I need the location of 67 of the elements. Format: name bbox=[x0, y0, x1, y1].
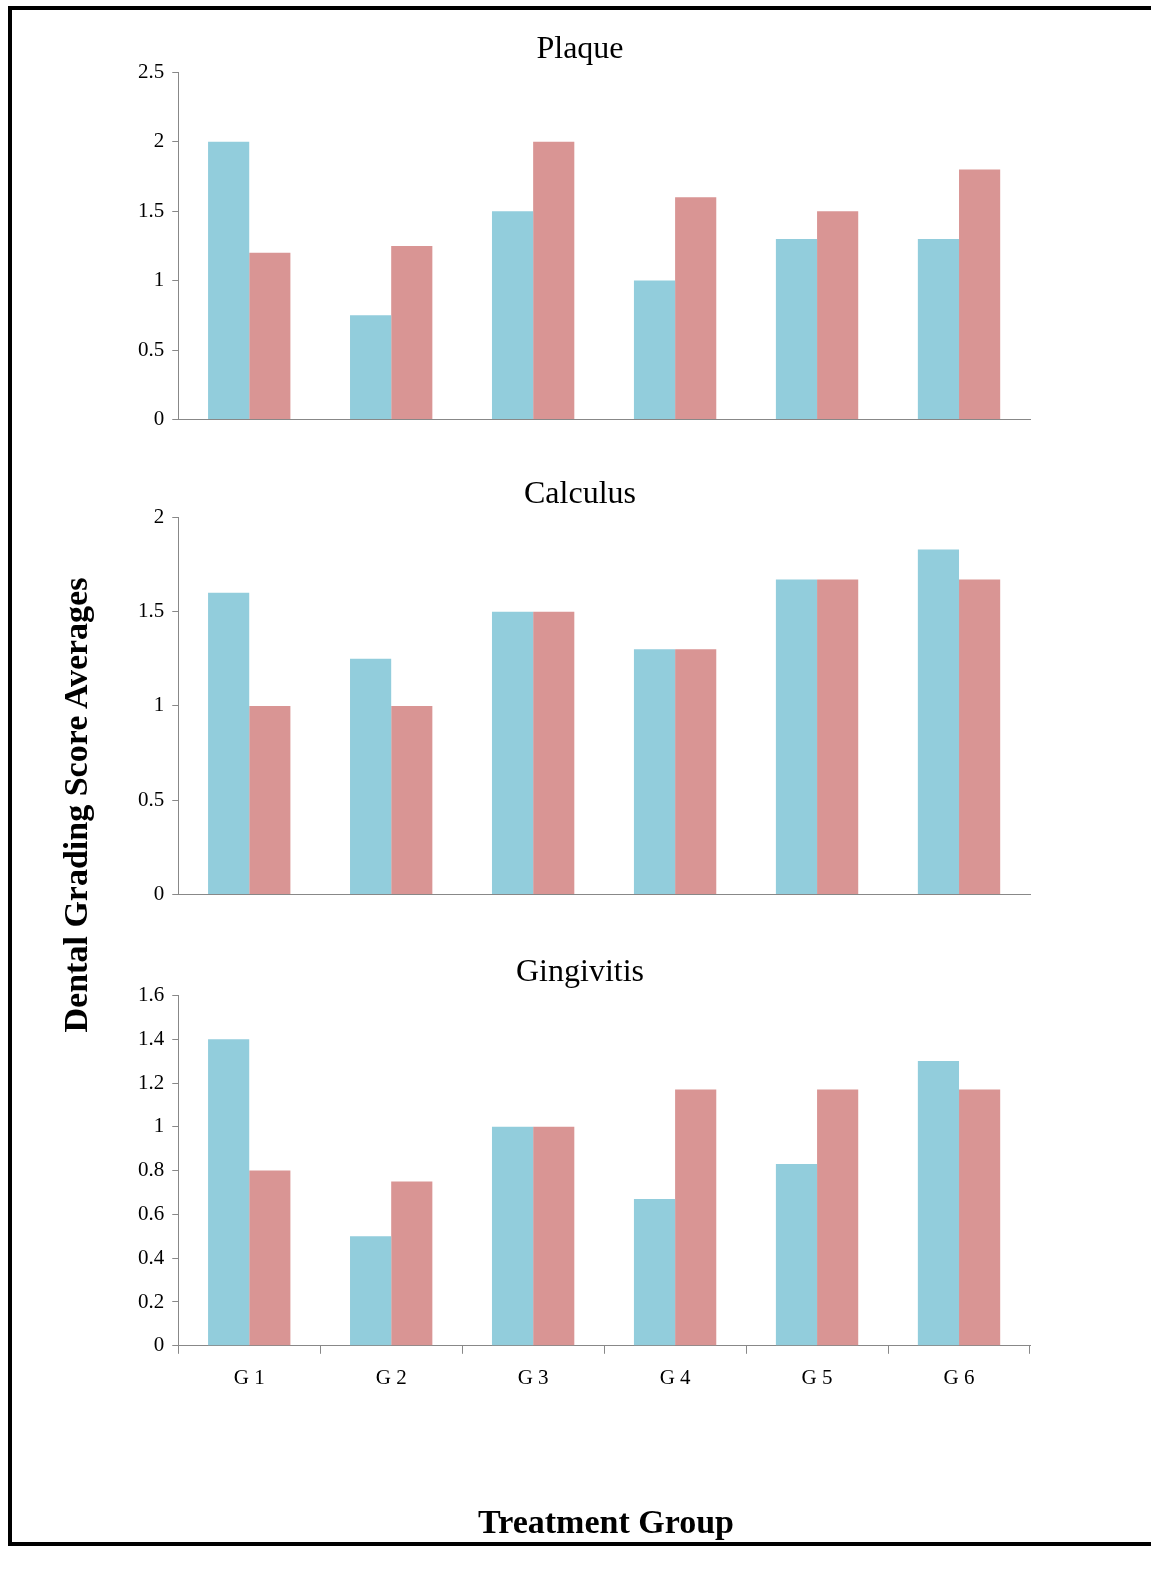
bar bbox=[633, 280, 676, 419]
bar bbox=[959, 169, 1001, 419]
y-tick-label: 0.8 bbox=[138, 1157, 165, 1182]
x-tick-label: G 2 bbox=[375, 1364, 407, 1389]
bar bbox=[491, 611, 534, 894]
bar bbox=[817, 1089, 859, 1346]
bar bbox=[391, 705, 433, 894]
y-tick-label: 0 bbox=[153, 880, 165, 905]
chart-title: Calculus bbox=[524, 473, 636, 510]
bar bbox=[917, 549, 960, 894]
bar bbox=[775, 238, 818, 419]
bar bbox=[391, 1181, 433, 1346]
bar bbox=[350, 658, 392, 894]
bar bbox=[775, 1164, 818, 1346]
bar bbox=[491, 211, 534, 419]
bar bbox=[675, 649, 717, 894]
y-tick-label: 1.5 bbox=[138, 598, 165, 623]
bar bbox=[633, 649, 676, 894]
chart-title: Gingivitis bbox=[515, 951, 645, 988]
y-tick-label: 1 bbox=[153, 692, 165, 717]
bar bbox=[350, 315, 392, 419]
bar bbox=[533, 141, 575, 419]
bar bbox=[491, 1126, 534, 1346]
bar bbox=[775, 579, 818, 894]
bar bbox=[675, 197, 717, 419]
y-tick-label: 0.5 bbox=[138, 336, 165, 361]
bar bbox=[633, 1199, 676, 1346]
bar bbox=[817, 579, 859, 894]
chart-title: Plaque bbox=[536, 28, 624, 65]
bar bbox=[959, 579, 1001, 894]
bar bbox=[959, 1089, 1001, 1346]
bar bbox=[917, 238, 960, 419]
y-tick-label: 0.4 bbox=[138, 1244, 165, 1269]
y-tick-label: 2 bbox=[153, 128, 165, 153]
y-tick-label: 1.6 bbox=[138, 981, 165, 1006]
bar bbox=[533, 611, 575, 894]
y-tick-label: 1 bbox=[153, 1113, 165, 1138]
y-tick-label: 1 bbox=[153, 267, 165, 292]
bar bbox=[208, 1039, 250, 1346]
bar bbox=[391, 245, 433, 419]
y-tick-label: 2.5 bbox=[138, 58, 165, 83]
x-tick-label: G 1 bbox=[233, 1364, 265, 1389]
y-tick-label: 0 bbox=[153, 405, 165, 430]
y-tick-label: 0.5 bbox=[138, 786, 165, 811]
bar bbox=[208, 592, 250, 894]
bar bbox=[249, 1170, 291, 1346]
bar bbox=[817, 211, 859, 419]
bar bbox=[917, 1061, 960, 1346]
y-tick-label: 2 bbox=[153, 503, 165, 528]
x-tick-label: G 6 bbox=[943, 1364, 975, 1389]
bar bbox=[208, 141, 250, 419]
y-tick-label: 0 bbox=[153, 1332, 165, 1357]
y-axis-title: Dental Grading Score Averages bbox=[57, 577, 95, 1033]
bar bbox=[249, 705, 291, 894]
y-tick-label: 1.2 bbox=[138, 1069, 165, 1094]
y-tick-label: 1.5 bbox=[138, 197, 165, 222]
bar bbox=[249, 252, 291, 419]
x-axis-title: Treatment Group bbox=[478, 1503, 734, 1541]
x-tick-label: G 5 bbox=[801, 1364, 833, 1389]
x-tick-label: G 3 bbox=[517, 1364, 549, 1389]
y-tick-label: 0.6 bbox=[138, 1200, 165, 1225]
bar bbox=[350, 1236, 392, 1346]
y-tick-label: 0.2 bbox=[138, 1288, 165, 1313]
x-tick-label: G 4 bbox=[659, 1364, 692, 1389]
bar bbox=[533, 1126, 575, 1346]
bar bbox=[675, 1089, 717, 1346]
y-tick-label: 1.4 bbox=[138, 1025, 165, 1050]
